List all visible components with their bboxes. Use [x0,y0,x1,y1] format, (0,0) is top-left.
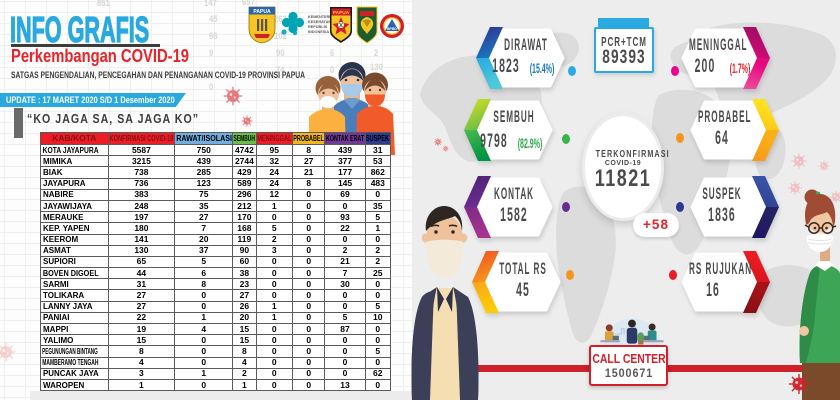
svg-text:BPBD: BPBD [387,27,397,31]
svg-text:INDONESIA: INDONESIA [308,30,329,34]
svg-text:KEMENTERIAN: KEMENTERIAN [308,15,336,19]
svg-text:REPUBLIK: REPUBLIK [308,25,328,29]
svg-text:KESEHATAN: KESEHATAN [308,20,331,24]
svg-text:PAPUA: PAPUA [253,9,271,15]
svg-text:PAPUA: PAPUA [333,10,350,16]
